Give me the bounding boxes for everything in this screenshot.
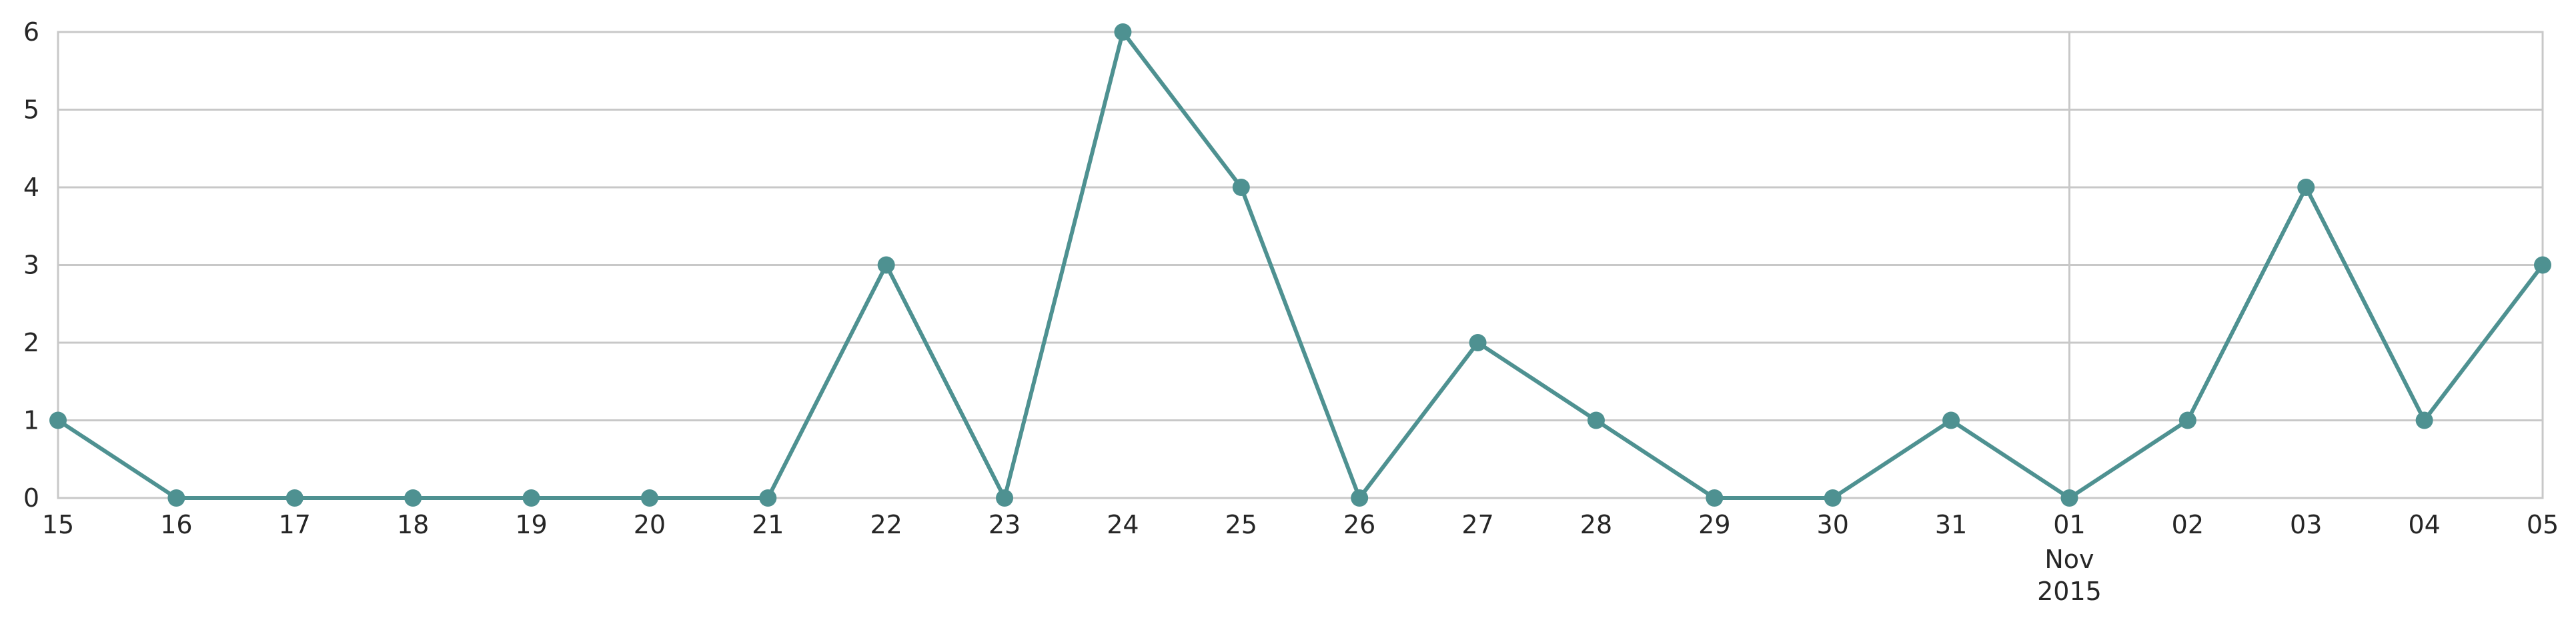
x-tick-label: 29 xyxy=(1698,510,1730,539)
grid-lines xyxy=(58,31,2543,499)
y-tick-label: 2 xyxy=(23,328,39,357)
x-tick-label: 21 xyxy=(752,510,784,539)
x-tick-label: 27 xyxy=(1461,510,1493,539)
series-line xyxy=(56,30,2545,500)
x-tick-label: 03 xyxy=(2290,510,2322,539)
y-tick-label: 4 xyxy=(23,173,39,202)
x-tick-label: 25 xyxy=(1225,510,1257,539)
x-tick-label: 05 xyxy=(2527,510,2559,539)
data-point xyxy=(2297,179,2315,196)
data-point xyxy=(1469,334,1487,351)
x-tick-label: 26 xyxy=(1343,510,1375,539)
data-point xyxy=(2415,411,2433,429)
x-tick-label: 02 xyxy=(2172,510,2204,539)
y-tick-label: 0 xyxy=(23,483,39,513)
data-point xyxy=(1114,23,1132,41)
y-tick-label: 5 xyxy=(23,95,39,125)
data-point xyxy=(1351,489,1369,507)
x-year-label: 2015 xyxy=(2037,577,2102,606)
data-point xyxy=(2178,411,2196,429)
x-tick-label: 19 xyxy=(515,510,547,539)
data-point xyxy=(285,489,303,507)
x-tick-label: 23 xyxy=(989,510,1021,539)
x-month-label: Nov xyxy=(2044,545,2094,574)
data-point xyxy=(996,489,1014,507)
x-tick-label: 28 xyxy=(1580,510,1612,539)
x-tick-label: 04 xyxy=(2408,510,2440,539)
data-point xyxy=(1232,179,1250,196)
data-point xyxy=(1587,411,1605,429)
x-tick-label: 17 xyxy=(279,510,311,539)
x-tick-label: 18 xyxy=(397,510,429,539)
x-tick-label: 22 xyxy=(870,510,902,539)
y-tick-label: 1 xyxy=(23,406,39,435)
x-tick-label: 24 xyxy=(1107,510,1139,539)
data-point xyxy=(1706,489,1724,507)
data-series xyxy=(49,23,2551,507)
data-point xyxy=(640,489,658,507)
x-tick-label: 30 xyxy=(1817,510,1849,539)
x-tick-label: 01 xyxy=(2053,510,2085,539)
y-tick-label: 6 xyxy=(23,17,39,47)
data-point xyxy=(1824,489,1842,507)
x-tick-label: 31 xyxy=(1935,510,1967,539)
x-tick-label: 16 xyxy=(160,510,192,539)
x-tick-label: 20 xyxy=(634,510,666,539)
data-point xyxy=(49,411,67,429)
data-point xyxy=(1942,411,1960,429)
data-point xyxy=(2060,489,2078,507)
data-point xyxy=(2534,256,2551,274)
data-point xyxy=(167,489,185,507)
y-tick-label: 3 xyxy=(23,251,39,280)
data-point xyxy=(404,489,422,507)
data-point xyxy=(759,489,777,507)
x-tick-label: 15 xyxy=(42,510,74,539)
data-point xyxy=(522,489,540,507)
data-point xyxy=(877,256,895,274)
